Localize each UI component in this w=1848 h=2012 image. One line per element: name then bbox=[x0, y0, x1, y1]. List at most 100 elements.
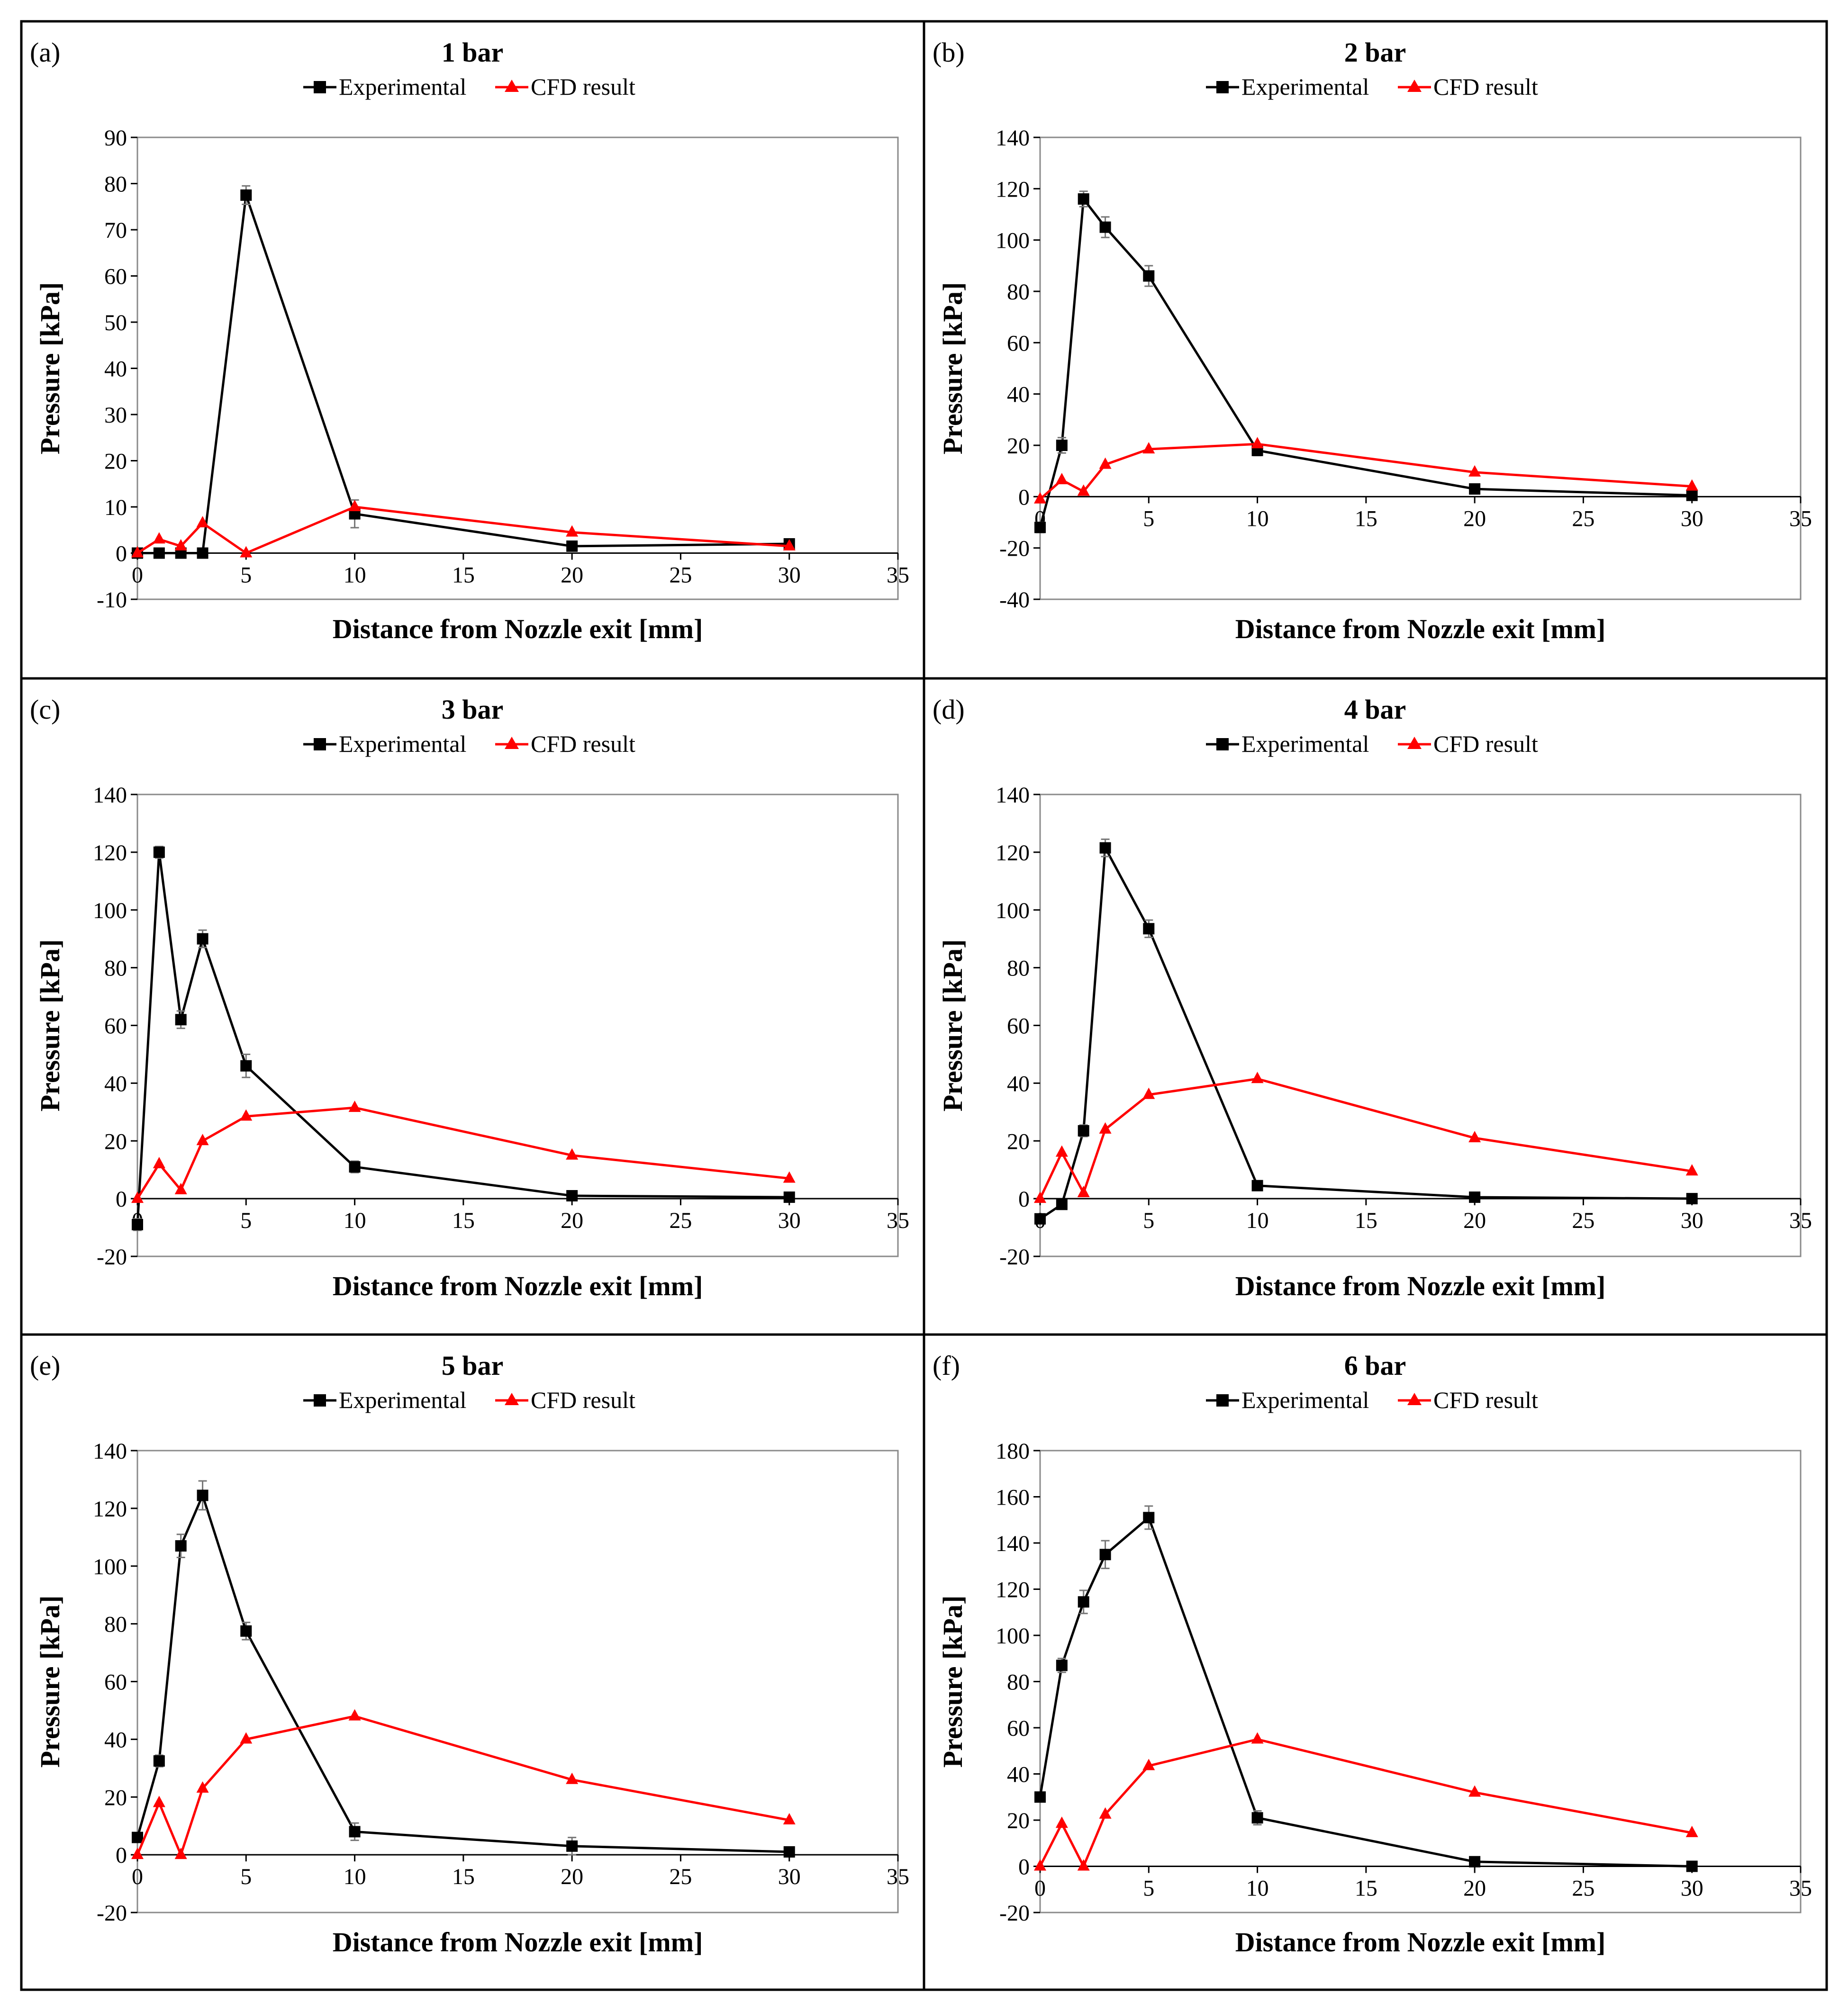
data-point-cfd-result bbox=[566, 1772, 579, 1784]
data-point-cfd-result bbox=[131, 546, 144, 558]
series-cfd-result bbox=[131, 1709, 796, 1859]
x-axis-title: Distance from Nozzle exit [mm] bbox=[1235, 1927, 1606, 1958]
data-point-cfd-result bbox=[131, 1848, 144, 1859]
y-tick-label: 120 bbox=[996, 1578, 1030, 1603]
data-point-experimental bbox=[783, 1846, 795, 1858]
y-axis: -20 0 20 40 60 80 100 120 140 bbox=[93, 1439, 137, 1926]
legend-marker-triangle bbox=[1407, 80, 1422, 92]
legend-marker-square bbox=[1216, 738, 1229, 750]
data-point-experimental bbox=[153, 846, 165, 858]
data-point-experimental bbox=[566, 1190, 578, 1202]
legend-marker-square bbox=[314, 1394, 326, 1407]
panel-label: (b) bbox=[933, 37, 965, 68]
data-point-cfd-result bbox=[1142, 1087, 1155, 1099]
x-tick-label: 15 bbox=[1355, 1876, 1377, 1901]
y-tick-label: 30 bbox=[104, 403, 127, 428]
legend-label-experimental: Experimental bbox=[1241, 731, 1369, 757]
y-axis: -20 0 20 40 60 80 100 120 140 bbox=[93, 783, 137, 1270]
y-tick-label: 100 bbox=[93, 898, 127, 923]
y-tick-label: 120 bbox=[996, 840, 1030, 866]
y-tick-label: 90 bbox=[104, 126, 127, 151]
x-tick-label: 30 bbox=[1681, 1208, 1703, 1233]
y-axis: -40 -20 0 20 40 60 80 100 120 140 bbox=[996, 126, 1040, 613]
series-line bbox=[136, 851, 789, 1225]
series-experimental bbox=[132, 1480, 795, 1858]
data-point-experimental bbox=[349, 1161, 361, 1173]
y-tick-label: 140 bbox=[996, 1531, 1030, 1556]
data-point-experimental bbox=[566, 540, 578, 552]
y-tick-label: 50 bbox=[104, 310, 127, 335]
y-tick-label: 120 bbox=[996, 177, 1030, 202]
y-tick-label: 0 bbox=[1018, 1855, 1030, 1880]
plot-area-border bbox=[136, 136, 899, 600]
legend-marker-triangle bbox=[1407, 1393, 1422, 1405]
x-tick-label: 25 bbox=[1572, 1208, 1594, 1233]
legend-marker-triangle bbox=[505, 737, 519, 749]
y-tick-label: 100 bbox=[996, 1624, 1030, 1649]
y-tick-label: 0 bbox=[116, 1843, 127, 1868]
data-point-experimental bbox=[1469, 483, 1481, 495]
legend-marker-triangle bbox=[505, 80, 519, 92]
x-tick-label: 0 bbox=[1034, 1876, 1046, 1901]
y-axis-title: Pressure [kPa] bbox=[937, 1596, 968, 1768]
x-tick-label: 30 bbox=[1681, 506, 1703, 531]
chart-legend: Experimental CFD result bbox=[303, 731, 635, 757]
x-tick-label: 35 bbox=[1789, 1208, 1812, 1233]
x-tick-label: 10 bbox=[344, 563, 366, 588]
x-tick-label: 10 bbox=[1246, 506, 1269, 531]
data-point-experimental bbox=[1686, 1860, 1698, 1872]
data-point-cfd-result bbox=[348, 500, 361, 511]
x-tick-label: 30 bbox=[778, 1208, 801, 1233]
y-tick-label: 60 bbox=[104, 1670, 127, 1695]
data-point-cfd-result bbox=[1055, 473, 1068, 485]
x-axis-title: Distance from Nozzle exit [mm] bbox=[1235, 1271, 1606, 1301]
data-point-cfd-result bbox=[566, 525, 579, 537]
data-point-cfd-result bbox=[1077, 484, 1090, 496]
x-tick-label: 20 bbox=[1463, 1876, 1486, 1901]
chart-title: 3 bar bbox=[442, 694, 504, 725]
data-point-experimental bbox=[153, 1755, 165, 1767]
legend-marker-triangle bbox=[1407, 737, 1422, 749]
x-tick-label: 35 bbox=[887, 1864, 909, 1889]
x-tick-label: 20 bbox=[1463, 506, 1486, 531]
data-point-cfd-result bbox=[1077, 1185, 1090, 1197]
x-tick-label: 25 bbox=[669, 563, 692, 588]
series-cfd-result bbox=[1034, 1732, 1698, 1871]
data-point-experimental bbox=[1251, 1180, 1263, 1191]
data-point-cfd-result bbox=[1468, 1131, 1481, 1143]
data-point-cfd-result bbox=[240, 1109, 253, 1121]
data-point-experimental bbox=[1686, 489, 1698, 501]
x-tick-label: 35 bbox=[887, 563, 909, 588]
series-experimental bbox=[132, 185, 795, 559]
chart-title: 5 bar bbox=[442, 1350, 504, 1381]
x-tick-label: 20 bbox=[1463, 1208, 1486, 1233]
x-tick-label: 30 bbox=[778, 1864, 801, 1889]
legend-label-experimental: Experimental bbox=[339, 1387, 466, 1413]
series-line bbox=[1039, 1077, 1693, 1200]
y-tick-label: -20 bbox=[999, 1245, 1030, 1270]
data-point-experimental bbox=[1099, 1549, 1111, 1561]
y-tick-label: 40 bbox=[104, 1071, 127, 1096]
x-axis-title: Distance from Nozzle exit [mm] bbox=[333, 1271, 703, 1301]
series-line bbox=[1039, 1738, 1693, 1868]
data-point-experimental bbox=[197, 1489, 208, 1501]
data-point-experimental bbox=[349, 1826, 361, 1838]
chart-panel: (d) 4 bar Experimental CFD result -20 0 20 40 60… bbox=[933, 694, 1812, 1301]
legend-label-cfd: CFD result bbox=[1433, 731, 1538, 757]
y-tick-label: 20 bbox=[1007, 1808, 1030, 1833]
x-tick-label: 30 bbox=[778, 563, 801, 588]
y-tick-label: 140 bbox=[93, 783, 127, 808]
data-point-experimental bbox=[1078, 193, 1089, 205]
data-point-cfd-result bbox=[174, 1182, 187, 1194]
data-point-experimental bbox=[1099, 221, 1111, 233]
data-point-cfd-result bbox=[1034, 492, 1046, 504]
y-tick-label: 40 bbox=[104, 357, 127, 382]
y-tick-label: 80 bbox=[1007, 280, 1030, 305]
x-axis-title: Distance from Nozzle exit [mm] bbox=[333, 614, 703, 644]
y-tick-label: 140 bbox=[93, 1439, 127, 1464]
data-point-cfd-result bbox=[196, 1134, 209, 1146]
data-point-cfd-result bbox=[240, 1732, 253, 1744]
